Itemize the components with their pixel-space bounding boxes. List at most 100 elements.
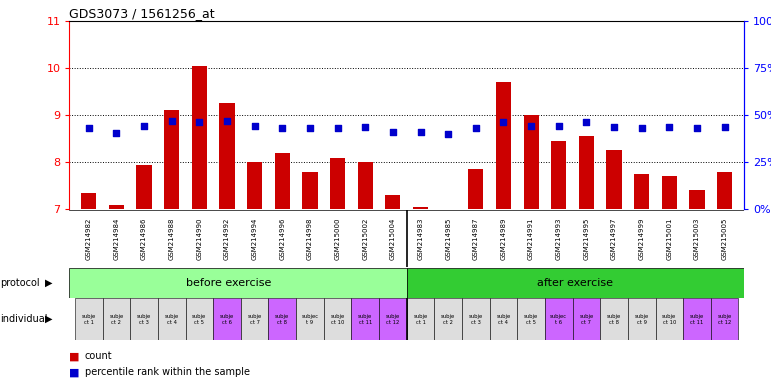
Text: subje
ct 12: subje ct 12 — [386, 314, 400, 324]
Text: subje
ct 4: subje ct 4 — [497, 314, 510, 324]
Bar — [130, 298, 158, 340]
Bar — [302, 172, 318, 209]
Point — [332, 125, 344, 131]
Bar — [434, 298, 462, 340]
Text: GSM214986: GSM214986 — [141, 217, 147, 260]
Text: GSM214999: GSM214999 — [638, 217, 645, 260]
Bar — [711, 298, 739, 340]
Point — [414, 129, 426, 135]
Bar — [689, 190, 705, 209]
Text: ▶: ▶ — [45, 314, 52, 324]
Bar — [75, 298, 103, 340]
Text: count: count — [85, 351, 113, 361]
Text: GSM214982: GSM214982 — [86, 217, 92, 260]
Bar — [379, 298, 407, 340]
Text: subje
ct 5: subje ct 5 — [192, 314, 207, 324]
Bar — [81, 193, 96, 209]
Text: GSM214983: GSM214983 — [418, 217, 423, 260]
Text: protocol: protocol — [0, 278, 39, 288]
Text: ■: ■ — [69, 351, 80, 361]
Bar — [324, 298, 352, 340]
Bar — [352, 298, 379, 340]
Bar — [462, 298, 490, 340]
Bar — [330, 157, 345, 209]
Point — [359, 124, 372, 130]
Bar — [192, 66, 207, 209]
Bar — [386, 195, 400, 209]
Text: subje
ct 12: subje ct 12 — [718, 314, 732, 324]
Text: percentile rank within the sample: percentile rank within the sample — [85, 367, 250, 377]
Bar — [69, 268, 407, 298]
Text: subje
ct 8: subje ct 8 — [275, 314, 289, 324]
Text: subje
ct 2: subje ct 2 — [441, 314, 456, 324]
Point — [221, 118, 233, 124]
Bar — [490, 298, 517, 340]
Bar — [274, 153, 290, 209]
Text: subje
ct 4: subje ct 4 — [164, 314, 179, 324]
Bar — [524, 115, 539, 209]
Point — [82, 125, 95, 131]
Bar — [268, 298, 296, 340]
Bar — [186, 298, 213, 340]
Text: GSM214991: GSM214991 — [528, 217, 534, 260]
Text: subje
ct 1: subje ct 1 — [82, 314, 96, 324]
Point — [691, 125, 703, 131]
Point — [635, 125, 648, 131]
Point — [663, 124, 675, 130]
Bar — [407, 298, 434, 340]
Bar — [634, 174, 649, 209]
Bar — [551, 141, 567, 209]
Point — [248, 122, 261, 129]
Point — [304, 125, 316, 131]
Point — [497, 119, 510, 125]
Bar — [247, 162, 262, 209]
Text: GSM214985: GSM214985 — [445, 217, 451, 260]
Text: subje
ct 7: subje ct 7 — [579, 314, 594, 324]
Bar — [213, 298, 241, 340]
Text: subje
ct 9: subje ct 9 — [635, 314, 649, 324]
Text: GSM215004: GSM215004 — [390, 217, 396, 260]
Bar — [717, 172, 732, 209]
Text: GSM214990: GSM214990 — [197, 217, 202, 260]
Bar — [468, 169, 483, 209]
Text: GSM214993: GSM214993 — [556, 217, 562, 260]
Point — [442, 131, 454, 137]
Point — [194, 119, 206, 125]
Point — [470, 125, 482, 131]
Text: GSM214995: GSM214995 — [584, 217, 589, 260]
Text: GSM214988: GSM214988 — [169, 217, 175, 260]
Text: GSM214989: GSM214989 — [500, 217, 507, 260]
Bar — [136, 165, 152, 209]
Text: subje
ct 8: subje ct 8 — [607, 314, 621, 324]
Text: subje
ct 6: subje ct 6 — [220, 314, 234, 324]
Text: GSM214994: GSM214994 — [251, 217, 258, 260]
Text: ▶: ▶ — [45, 278, 52, 288]
Bar — [407, 268, 744, 298]
Text: subjec
t 6: subjec t 6 — [550, 314, 567, 324]
Text: GSM214996: GSM214996 — [279, 217, 285, 260]
Text: GSM215000: GSM215000 — [335, 217, 341, 260]
Text: subje
ct 5: subje ct 5 — [524, 314, 538, 324]
Text: subje
ct 3: subje ct 3 — [137, 314, 151, 324]
Bar — [496, 82, 511, 209]
Text: subje
ct 2: subje ct 2 — [109, 314, 123, 324]
Point — [553, 122, 565, 129]
Text: GSM214997: GSM214997 — [611, 217, 617, 260]
Bar — [628, 298, 655, 340]
Text: subje
ct 10: subje ct 10 — [331, 314, 345, 324]
Bar — [220, 103, 234, 209]
Text: subje
ct 3: subje ct 3 — [469, 314, 483, 324]
Point — [608, 124, 620, 130]
Point — [387, 129, 399, 135]
Bar — [683, 298, 711, 340]
Point — [166, 118, 178, 124]
Bar — [164, 111, 180, 209]
Bar — [655, 298, 683, 340]
Bar — [103, 298, 130, 340]
Text: GSM215003: GSM215003 — [694, 217, 700, 260]
Text: subje
ct 11: subje ct 11 — [690, 314, 704, 324]
Bar — [241, 298, 268, 340]
Bar — [109, 205, 124, 209]
Bar — [662, 176, 677, 209]
Text: subje
ct 1: subje ct 1 — [413, 314, 428, 324]
